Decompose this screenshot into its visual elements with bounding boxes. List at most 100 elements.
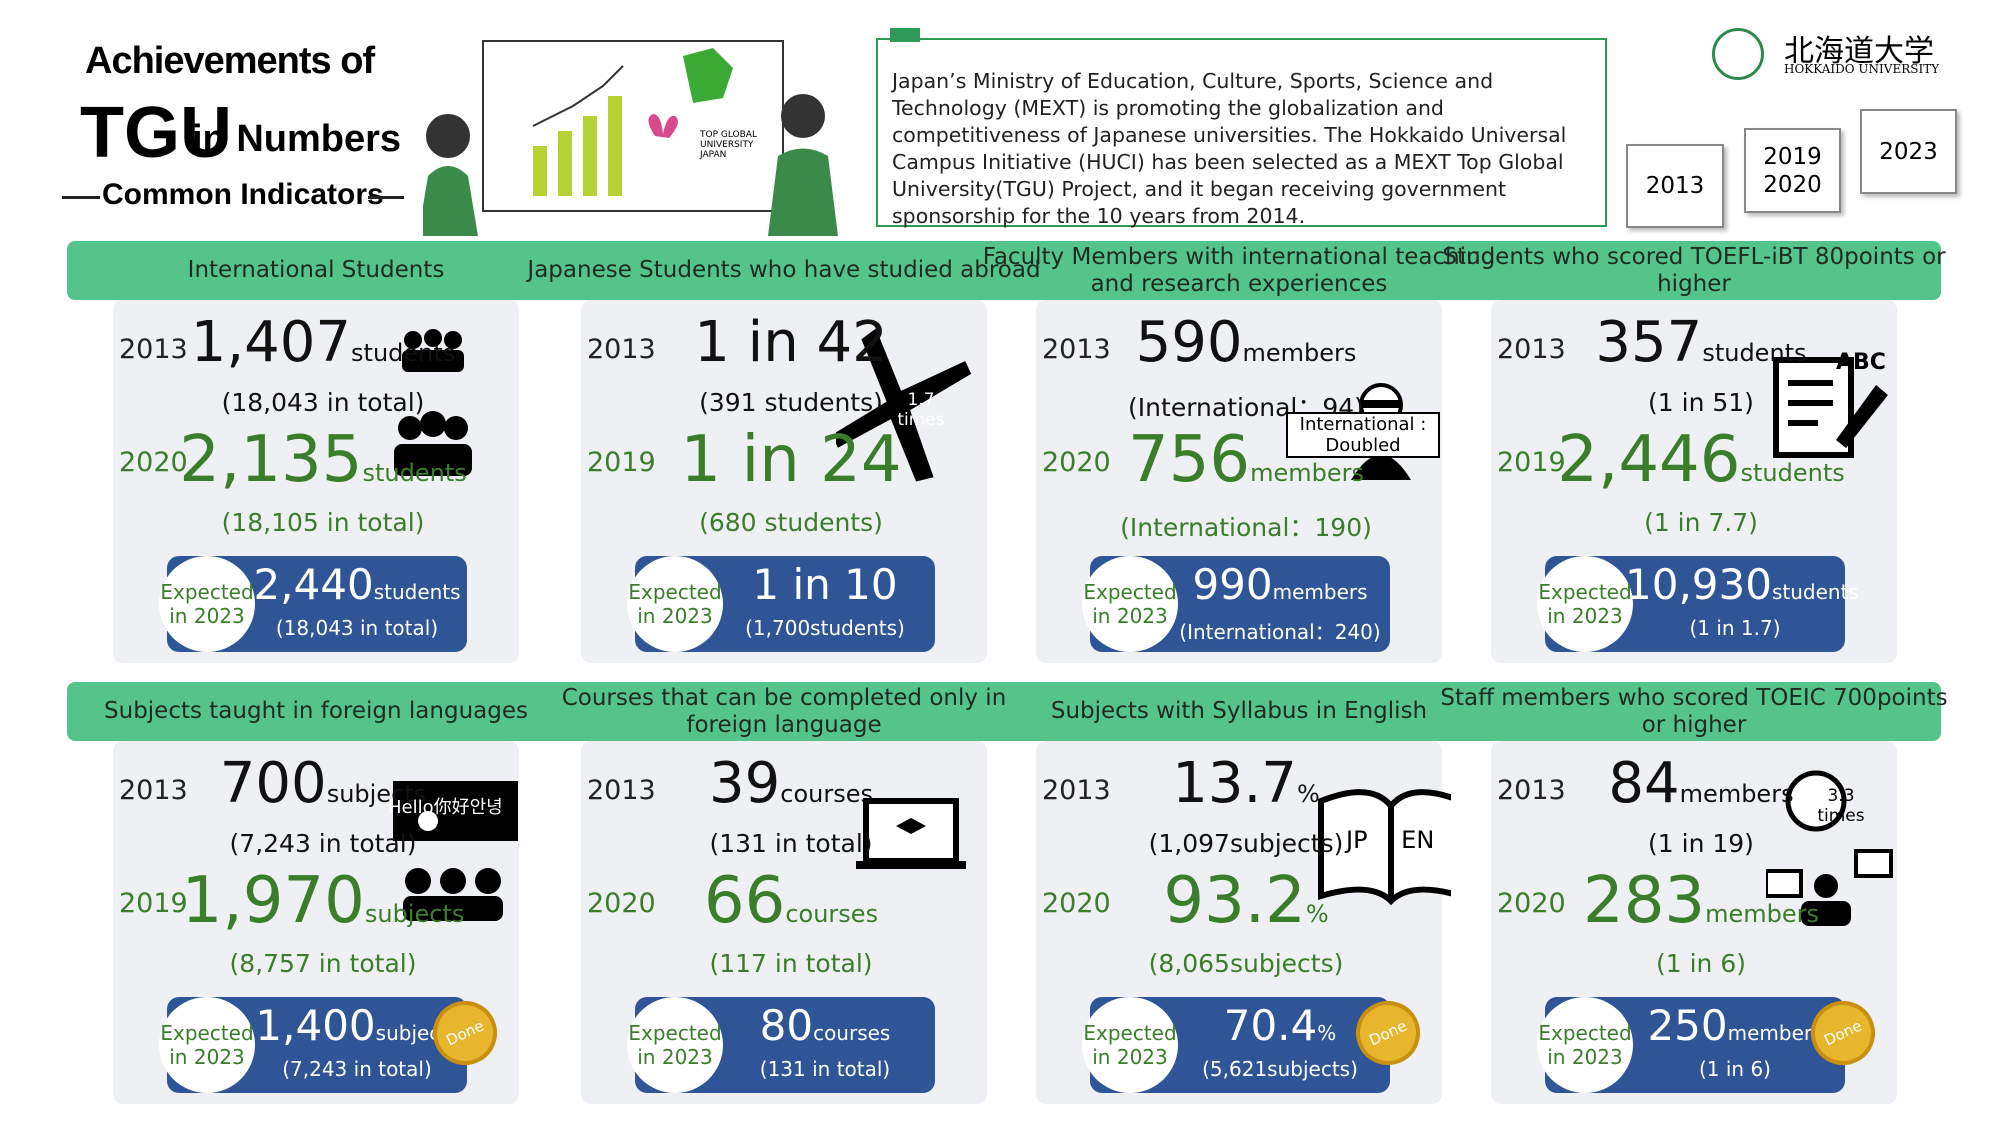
panel-header: Courses that can be completed only in fo… — [561, 684, 1007, 738]
icon-label: ABC — [1836, 350, 1886, 375]
note: (18,043 in total) — [221, 388, 425, 417]
value-number: 700 — [219, 751, 327, 816]
value-unit: courses — [780, 780, 873, 808]
expected-box: Expected in 2023 10,930students (1 in 1.7) — [1537, 556, 1859, 652]
illustration — [423, 40, 838, 236]
expected-label: Expected in 2023 — [1537, 997, 1633, 1093]
value-unit: students — [351, 339, 456, 367]
value-unit: students — [1771, 580, 1859, 604]
year-label: 2013 — [1497, 334, 1566, 365]
icon — [394, 329, 472, 476]
icon-label: JP EN — [1346, 826, 1435, 854]
year-label: 2013 — [1497, 775, 1566, 806]
year-label: 2020 — [1042, 447, 1111, 478]
value-number: 10,930 — [1625, 560, 1772, 609]
panel: 2013 13.7% (1,097subjects) 2020 93.2% (8,065s… — [1036, 741, 1451, 1104]
value: 700subjects — [173, 751, 473, 816]
year-label: 2020 — [1042, 888, 1111, 919]
year-label: 2013 — [1042, 775, 1111, 806]
note: (1 in 51) — [1648, 388, 1754, 417]
year-label: 2020 — [587, 888, 656, 919]
logo-name: 北海道大学 — [1784, 34, 1934, 69]
expected-label: Expected in 2023 — [627, 556, 723, 652]
year-label: 2020 — [119, 447, 188, 478]
expected-box: Expected in 2023 70.4% (5,621subjects) — [1082, 997, 1390, 1093]
expected-value: 70.4% — [1170, 1001, 1390, 1050]
year-label: 2013 — [587, 775, 656, 806]
header-band — [67, 682, 1941, 741]
value: 1 in 24 — [641, 423, 941, 497]
icon-label: Hello你好안녕 — [388, 797, 503, 818]
value: 39courses — [641, 751, 941, 816]
expected-value: 250members — [1625, 1001, 1845, 1050]
year-label: 2013 — [119, 334, 188, 365]
value: 66courses — [641, 864, 941, 938]
expected-note: (International：240) — [1179, 620, 1381, 644]
icon — [1773, 357, 1888, 458]
expected-note: (1 in 6) — [1698, 1057, 1771, 1081]
note: (8,065subjects) — [1148, 949, 1344, 978]
note: (117 in total) — [709, 949, 873, 978]
value-unit: % — [1305, 900, 1329, 928]
note: (1 in 19) — [1648, 829, 1754, 858]
value: 2,446students — [1551, 423, 1851, 497]
icon — [836, 328, 972, 482]
title-rest: in Numbers — [192, 118, 402, 160]
note: (391 students) — [699, 388, 883, 417]
expected-note: (1 in 1.7) — [1689, 616, 1781, 640]
expected-box: Expected in 2023 2,440students (18,043 in … — [159, 556, 467, 652]
value-number: 1,400 — [255, 1001, 376, 1050]
value-unit: % — [1317, 1021, 1337, 1045]
title-line: Achievements of — [85, 40, 375, 82]
panel: 2013 590members (International：94) 2020 756m… — [1036, 300, 1442, 663]
expected-note: (1,700students) — [745, 616, 905, 640]
value: 13.7% — [1096, 751, 1396, 816]
value-number: 357 — [1595, 310, 1703, 375]
panel: 2013 700subjects (7,243 in total) 2019 1,970… — [113, 741, 519, 1104]
value-number: 590 — [1135, 310, 1243, 375]
value-unit: courses — [813, 1021, 891, 1045]
icon — [393, 781, 518, 921]
panel-header: Faculty Members with international teach… — [982, 243, 1496, 297]
value: 756members — [1096, 423, 1396, 497]
expected-value: 1 in 10 — [715, 560, 935, 609]
year-label: 2013 — [587, 334, 656, 365]
value-number: 756 — [1127, 423, 1251, 497]
value-number: 1,970 — [181, 864, 365, 938]
value-number: 66 — [703, 864, 786, 938]
icon-label: 1.7 times — [897, 390, 945, 430]
expected-value: 10,930students — [1625, 560, 1859, 609]
value-number: 990 — [1192, 560, 1273, 609]
value-unit: members — [1242, 339, 1357, 367]
expected-box: Expected in 2023 990members (International… — [1082, 556, 1390, 652]
illustration-label: TOP GLOBAL UNIVERSITY JAPAN — [700, 130, 757, 160]
value-unit: members — [1250, 459, 1365, 487]
note: (18,105 in total) — [221, 508, 425, 537]
pin — [890, 28, 920, 42]
title-big: TGU — [80, 93, 232, 173]
expected-value: 990members — [1170, 560, 1390, 609]
year-tag: 2019 2020 — [1744, 128, 1841, 213]
value-number: 2,135 — [179, 423, 363, 497]
expected-label: Expected in 2023 — [1537, 556, 1633, 652]
expected-label: Expected in 2023 — [1082, 556, 1178, 652]
value-number: 1 in 42 — [694, 310, 888, 375]
panel: 2013 1 in 42 (391 students) 2019 1 in 24 (680… — [581, 300, 987, 663]
expected-box: Expected in 2023 80courses (131 in total) — [627, 997, 935, 1093]
value: 2,135students — [173, 423, 473, 497]
value-number: 1 in 24 — [680, 423, 902, 497]
expected-label: Expected in 2023 — [159, 556, 255, 652]
expected-note: (131 in total) — [759, 1057, 891, 1081]
expected-value: 80courses — [715, 1001, 935, 1050]
year-label: 2019 — [587, 447, 656, 478]
value: 1 in 42 — [641, 310, 941, 375]
value-unit: courses — [785, 900, 879, 928]
subtitle: Common Indicators — [102, 178, 384, 211]
note: (1 in 7.7) — [1644, 508, 1758, 537]
panel: 2013 84members (1 in 19) 2020 283members (1 i… — [1491, 741, 1897, 1104]
value: 590members — [1096, 310, 1396, 375]
note: (7,243 in total) — [229, 829, 417, 858]
panel-header: Subjects with Syllabus in English — [1050, 698, 1428, 724]
panel-header: Japanese Students who have studied abroa… — [527, 257, 1041, 283]
